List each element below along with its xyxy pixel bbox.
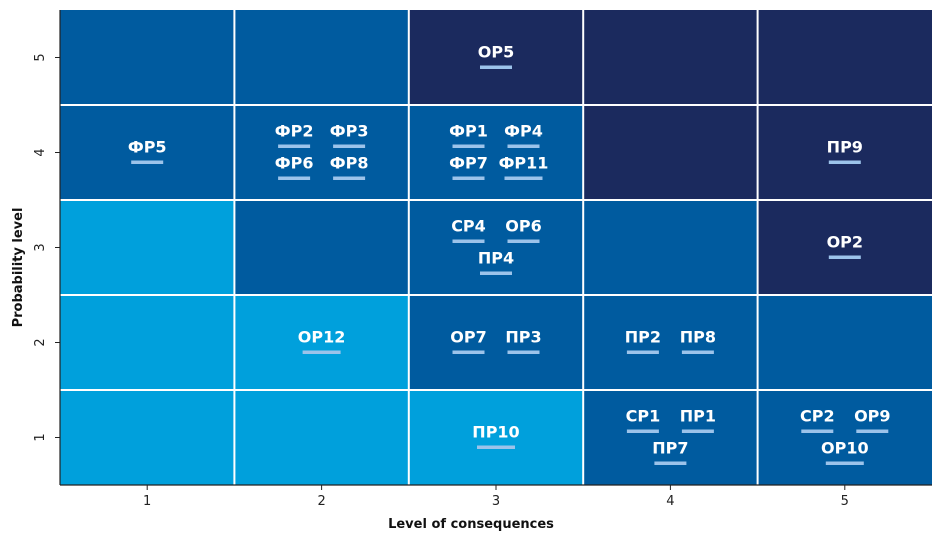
risk-label: ПР2	[625, 328, 661, 347]
matrix-cell-c5-p3	[757, 200, 932, 295]
matrix-cell-c3-p1	[408, 390, 584, 485]
matrix-cell-c1-p5	[60, 10, 235, 105]
risk-label-underline	[452, 176, 485, 180]
risk-label: ОР7	[450, 328, 486, 347]
risk-label-underline	[333, 144, 366, 148]
risk-label: ФР3	[330, 122, 369, 141]
risk-label-underline	[626, 429, 659, 433]
risk-label: ОР6	[505, 217, 541, 236]
matrix-cell-c2-p4	[234, 105, 409, 200]
matrix-cell-c2-p3	[234, 200, 409, 295]
matrix-cell-c3-p2	[408, 295, 584, 390]
y-ticks: 1 2 3 4 5	[33, 53, 60, 442]
gridlines	[60, 10, 932, 485]
y-axis-title: Probability level	[11, 208, 26, 328]
matrix-cell-c3-p3	[408, 200, 584, 295]
risk-label-underline	[504, 176, 543, 180]
risk-label-underline	[452, 350, 485, 354]
risk-label-underline	[452, 239, 485, 243]
risk-label: ПР4	[478, 249, 514, 268]
risk-label-underline	[507, 350, 540, 354]
risk-label: СР1	[626, 407, 661, 426]
matrix-cell-c4-p3	[583, 200, 758, 295]
matrix-cell-c4-p1	[583, 390, 758, 485]
risk-label: ОР2	[827, 233, 863, 252]
risk-label-underline	[507, 144, 540, 148]
risk-label: ПР3	[505, 328, 541, 347]
risk-label: ПР7	[652, 439, 688, 458]
risk-label: ФР4	[504, 122, 543, 141]
matrix-cell-c3-p5	[408, 10, 584, 105]
risk-label-underline	[480, 65, 512, 69]
x-tick-label: 2	[317, 494, 325, 509]
risk-label-underline	[825, 461, 864, 465]
cells-layer	[60, 10, 932, 485]
x-tick-label: 3	[492, 494, 500, 509]
y-tick-label: 2	[33, 338, 48, 346]
matrix-cell-c5-p4	[757, 105, 932, 200]
risk-label-underline	[278, 176, 311, 180]
risk-label-underline	[856, 429, 889, 433]
matrix-cell-c4-p2	[583, 295, 758, 390]
risk-label-underline	[480, 271, 512, 275]
x-tick-label: 5	[841, 494, 849, 509]
y-tick-label: 1	[33, 433, 48, 441]
risk-label: ПР1	[680, 407, 716, 426]
risk-label-underline	[828, 160, 861, 164]
matrix-cell-c2-p1	[234, 390, 409, 485]
risk-label-underline	[333, 176, 366, 180]
risk-label-underline	[302, 350, 341, 354]
y-tick-label: 4	[33, 148, 48, 156]
risk-label: СР2	[800, 407, 835, 426]
risk-label-underline	[477, 445, 515, 449]
x-tick-label: 4	[666, 494, 674, 509]
risk-label-underline	[452, 144, 485, 148]
risk-label: ФР7	[449, 154, 488, 173]
matrix-cell-c5-p5	[757, 10, 932, 105]
matrix-cell-c4-p5	[583, 10, 758, 105]
risk-label: ФР8	[330, 154, 369, 173]
x-tick-label: 1	[143, 494, 151, 509]
risk-label: ФР2	[275, 122, 314, 141]
risk-label-underline	[681, 429, 714, 433]
matrix-cell-c5-p1	[757, 390, 932, 485]
risk-label-underline	[507, 239, 540, 243]
risk-label: СР4	[451, 217, 486, 236]
risk-label: ПР9	[827, 138, 863, 157]
risk-label: ОР9	[854, 407, 890, 426]
risk-label-underline	[801, 429, 834, 433]
matrix-cell-c4-p4	[583, 105, 758, 200]
risk-label-underline	[626, 350, 659, 354]
x-axis-title: Level of consequences	[388, 517, 554, 532]
risk-label: ОР12	[298, 328, 346, 347]
risk-label-underline	[654, 461, 687, 465]
matrix-cell-c1-p3	[60, 200, 235, 295]
matrix-cell-c2-p5	[234, 10, 409, 105]
risk-label: ФР5	[128, 138, 167, 157]
risk-label: ПР8	[680, 328, 716, 347]
risk-label: ФР11	[499, 154, 549, 173]
risk-label-underline	[131, 160, 164, 164]
risk-label: ФР1	[449, 122, 488, 141]
risk-label: ОР10	[821, 439, 869, 458]
risk-label-underline	[278, 144, 311, 148]
risk-label: ОР5	[478, 43, 514, 62]
risk-label: ФР6	[275, 154, 314, 173]
matrix-cell-c1-p1	[60, 390, 235, 485]
y-tick-label: 5	[33, 53, 48, 61]
matrix-cell-c3-p4	[408, 105, 584, 200]
matrix-cell-c1-p2	[60, 295, 235, 390]
y-tick-label: 3	[33, 243, 48, 251]
matrix-cell-c1-p4	[60, 105, 235, 200]
matrix-cell-c5-p2	[757, 295, 932, 390]
x-ticks: 1 2 3 4 5	[143, 485, 849, 509]
risk-labels-layer: ОР5 ФР5 ФР2 ФР3 ФР6 ФР8 ФР1 ФР4 ФР7 ФР11 ПР9 СР4 ОР6…	[128, 43, 891, 465]
matrix-cell-c2-p2	[234, 295, 409, 390]
risk-label: ПР10	[472, 423, 519, 442]
risk-label-underline	[828, 255, 861, 259]
risk-label-underline	[681, 350, 714, 354]
axes: 1 2 3 4 5 1 2 3 4 5 Level of consequences Probab…	[11, 10, 932, 532]
